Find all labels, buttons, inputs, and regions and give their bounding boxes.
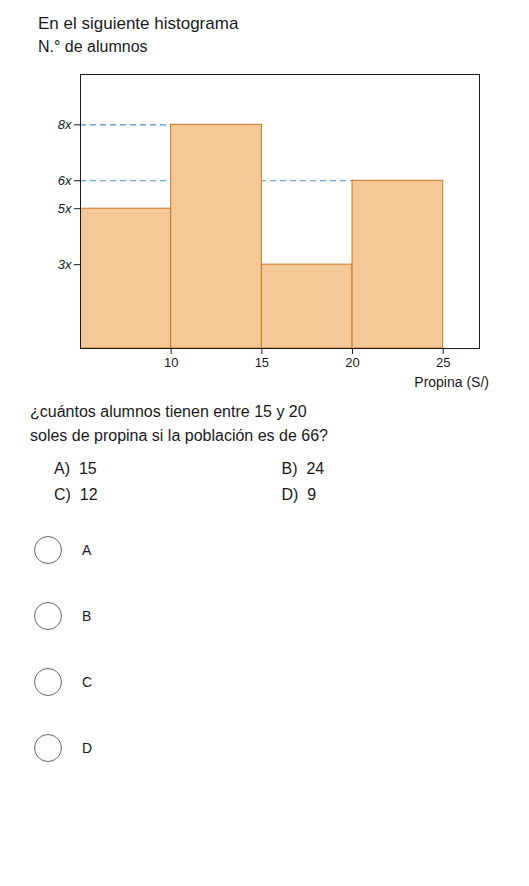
html-text:C) 12: C) 12 bbox=[54, 486, 98, 503]
html-text:C: C bbox=[82, 674, 93, 690]
html-text:D) 9: D) 9 bbox=[281, 486, 317, 503]
svg-text:10: 10 bbox=[164, 355, 178, 370]
svg-text:20: 20 bbox=[345, 355, 359, 370]
html-text:D: D bbox=[82, 740, 93, 756]
svg-text:8x: 8x bbox=[58, 117, 72, 132]
html-text:N.° de alumnos: N.° de alumnos bbox=[38, 38, 148, 55]
svg-text:3x: 3x bbox=[58, 257, 72, 272]
svg-text:6x: 6x bbox=[58, 173, 72, 188]
svg-text:15: 15 bbox=[255, 355, 269, 370]
html-text:B: B bbox=[82, 608, 92, 624]
svg-text:25: 25 bbox=[436, 355, 450, 370]
html-text:B) 24: B) 24 bbox=[281, 460, 325, 477]
svg-text:5x: 5x bbox=[58, 201, 72, 216]
html-text:A) 15: A) 15 bbox=[54, 460, 97, 477]
html-text:A: A bbox=[82, 542, 92, 558]
html-text:¿cuántos alumnos tienen entre: ¿cuántos alumnos tienen entre 15 y 20 so… bbox=[30, 403, 328, 444]
html-text:Propina (S/): Propina (S/) bbox=[414, 374, 489, 390]
html-text:En el siguiente histograma: En el siguiente histograma bbox=[38, 14, 239, 33]
